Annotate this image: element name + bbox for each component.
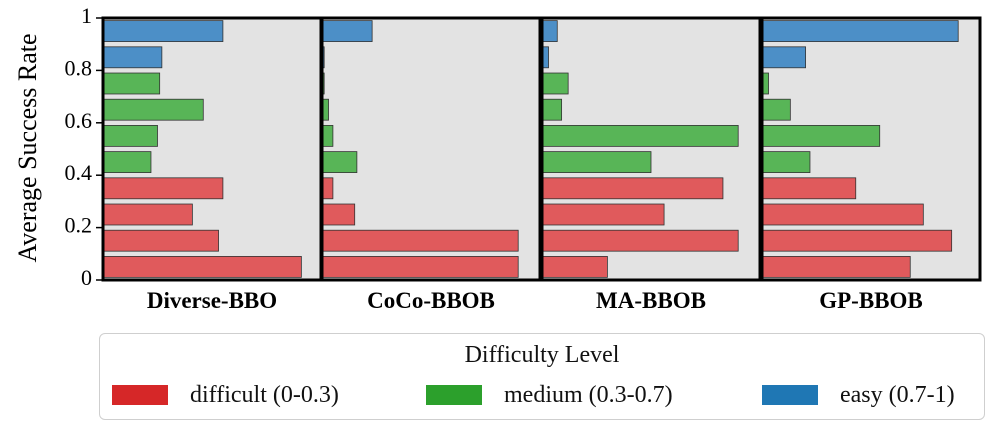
bar-chart: 0 0.2 0.4 0.6 0.8 1 Average Success Rate Dive… <box>13 3 982 313</box>
bar-difficult <box>322 203 356 226</box>
panel-coco-bbob: CoCo-BBOB <box>320 16 542 313</box>
y-tick-label: 0.4 <box>65 160 93 185</box>
bar-medium <box>542 72 569 95</box>
bar-medium <box>762 98 791 121</box>
bar-difficult <box>542 203 665 226</box>
bar-medium <box>103 125 158 147</box>
legend-item-difficult: difficult (0-0.3) <box>112 380 339 410</box>
bar-difficult <box>762 177 857 200</box>
panel-diverse-bbo: Diverse-BBO <box>101 16 323 313</box>
bar-difficult <box>762 203 924 226</box>
bar-medium <box>322 98 329 121</box>
panel-gp-bbob: GP-BBOB <box>760 16 982 313</box>
legend-swatch-medium <box>426 385 482 405</box>
legend-item-medium: medium (0.3-0.7) <box>426 380 673 410</box>
bar-difficult <box>103 229 219 252</box>
bar-difficult <box>322 177 334 200</box>
bar-medium <box>542 125 739 147</box>
legend-swatch-easy <box>762 385 818 405</box>
y-tick-label: 0.2 <box>65 213 93 238</box>
legend-label-easy: easy (0.7-1) <box>840 381 955 408</box>
bar-medium <box>542 98 563 121</box>
bar-difficult <box>103 203 193 226</box>
panel-label: GP-BBOB <box>819 288 923 313</box>
bar-medium <box>762 72 769 95</box>
bar-difficult <box>542 256 608 278</box>
legend: Difficulty Level difficult (0-0.3) mediu… <box>99 333 985 420</box>
panel-frame <box>320 16 542 282</box>
bar-easy <box>542 46 549 69</box>
panel-label: MA-BBOB <box>596 288 706 313</box>
bar-medium <box>103 72 161 95</box>
bar-easy <box>103 20 224 42</box>
bar-easy <box>762 46 806 69</box>
legend-label-difficult: difficult (0-0.3) <box>190 381 339 408</box>
bar-medium <box>762 125 881 147</box>
bar-difficult <box>322 229 519 252</box>
bar-medium <box>322 151 358 173</box>
y-tick-label: 0.8 <box>65 55 93 80</box>
bar-difficult <box>542 177 724 200</box>
legend-label-medium: medium (0.3-0.7) <box>504 381 673 408</box>
panel-frame <box>540 16 762 282</box>
panel-frame <box>760 16 982 282</box>
bar-medium <box>103 151 152 173</box>
y-axis-label: Average Success Rate <box>13 33 42 262</box>
legend-swatch-difficult <box>112 385 168 405</box>
bar-difficult <box>103 256 302 278</box>
bar-easy <box>103 46 163 69</box>
bar-easy <box>542 20 558 42</box>
panel-ma-bbob: MA-BBOB <box>540 16 762 313</box>
panels: Diverse-BBO CoCo-BBOB MA-BBOB GP-BBOB <box>101 16 982 313</box>
legend-item-easy: easy (0.7-1) <box>762 380 955 410</box>
bar-easy <box>762 20 959 42</box>
bar-difficult <box>322 256 519 278</box>
y-axis: 0 0.2 0.4 0.6 0.8 1 <box>65 3 103 290</box>
bar-easy <box>322 20 373 42</box>
bar-difficult <box>542 229 739 252</box>
panel-label: Diverse-BBO <box>147 288 277 313</box>
legend-title: Difficulty Level <box>464 342 620 368</box>
y-tick-label: 0 <box>81 265 92 290</box>
y-tick-label: 0.6 <box>65 108 93 133</box>
bar-difficult <box>762 229 953 252</box>
bar-medium <box>103 98 204 121</box>
panel-label: CoCo-BBOB <box>367 288 495 313</box>
bar-medium <box>542 151 652 173</box>
bar-medium <box>322 125 334 147</box>
bar-medium <box>762 151 811 173</box>
bar-difficult <box>762 256 911 278</box>
y-tick-label: 1 <box>81 3 92 28</box>
bar-difficult <box>103 177 224 200</box>
